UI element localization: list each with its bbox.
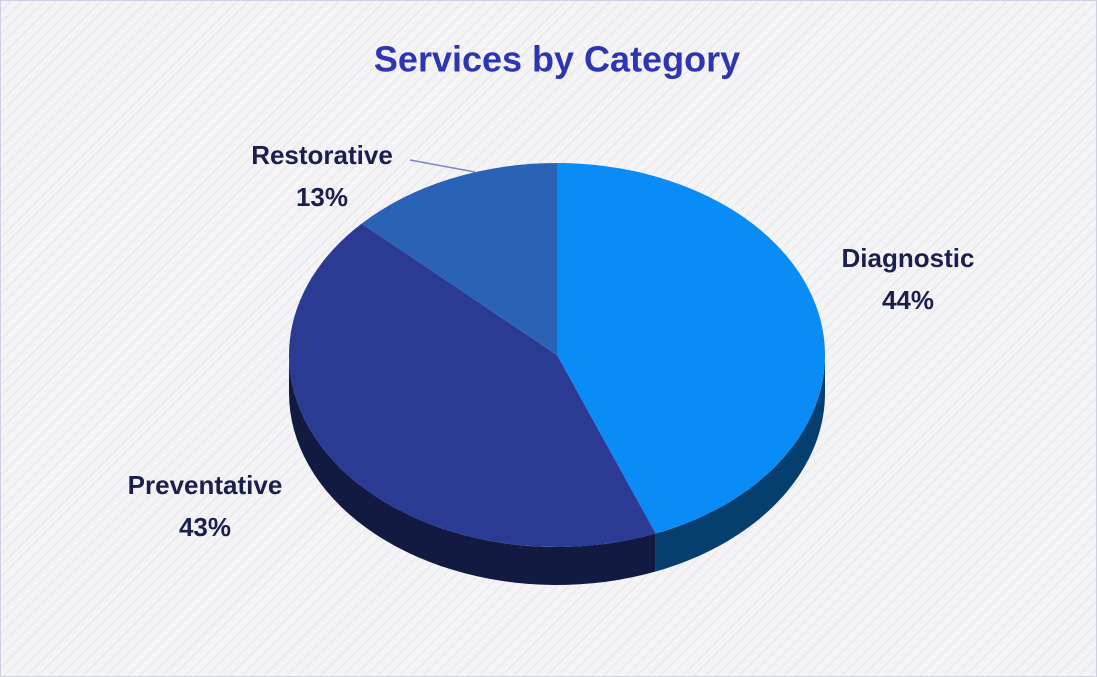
- slice-side: [289, 355, 656, 585]
- slice: [557, 163, 826, 534]
- slice-side: [655, 355, 825, 572]
- data-label-name: Restorative: [251, 140, 393, 170]
- data-label-value: 13%: [296, 182, 348, 212]
- pie: [288, 163, 826, 585]
- chart-title: Services by Category: [374, 39, 740, 80]
- data-label-name: Diagnostic: [842, 243, 975, 273]
- slice: [288, 223, 656, 548]
- data-label-value: 43%: [179, 512, 231, 542]
- slice: [361, 163, 557, 355]
- data-label-name: Preventative: [128, 470, 283, 500]
- data-label-value: 44%: [882, 285, 934, 315]
- leader-line: [409, 159, 476, 173]
